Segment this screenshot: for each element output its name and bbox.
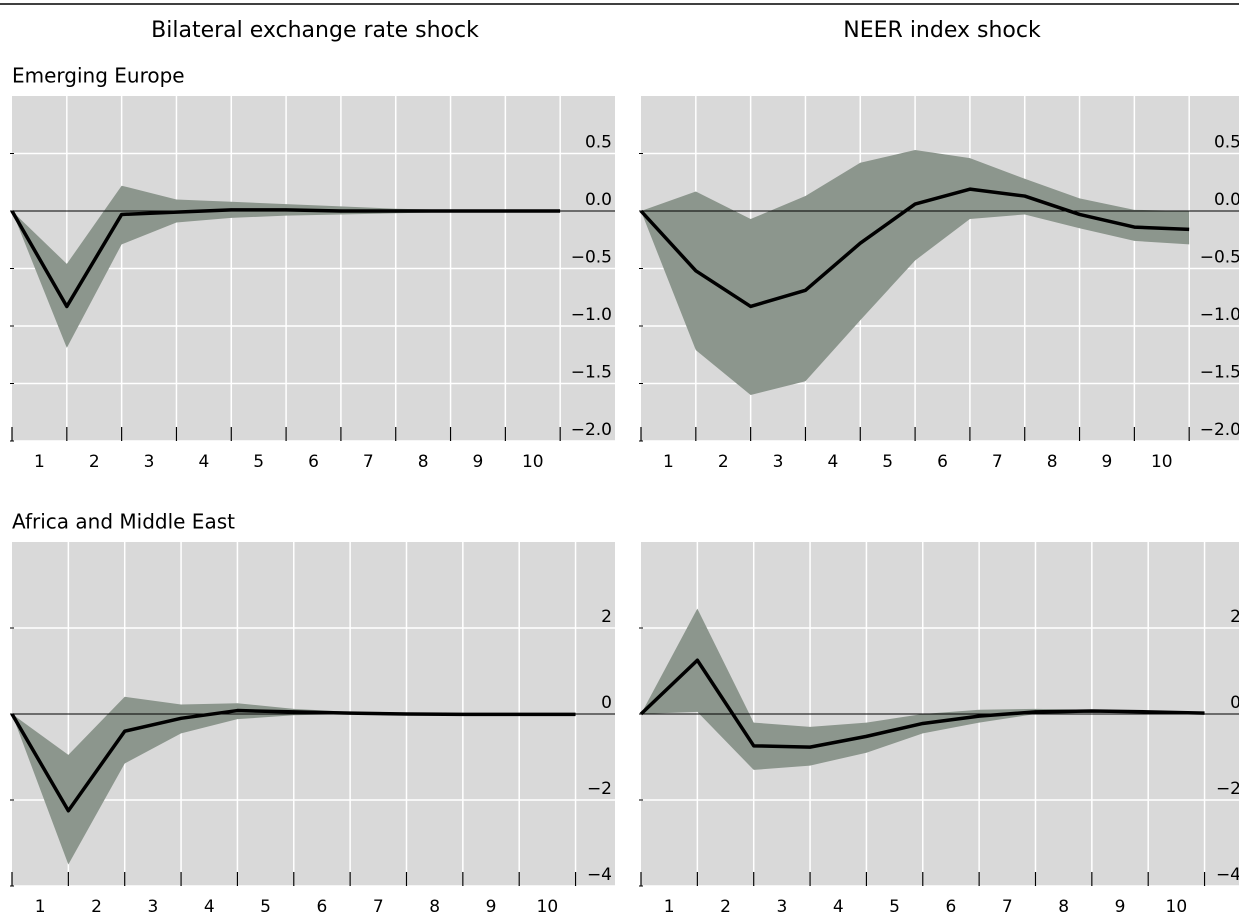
response-line [639, 658, 1205, 749]
confidence-band [12, 696, 576, 865]
x-tick-label: 4 [827, 452, 838, 472]
x-tick-label: 8 [418, 452, 429, 472]
x-tick-label: 2 [91, 897, 102, 916]
x-tick-label: 6 [937, 452, 948, 472]
response-line [10, 208, 561, 309]
x-tick-label: 10 [537, 897, 559, 916]
row-title: Africa and Middle East [12, 510, 235, 534]
y-tick-label: 0.0 [585, 190, 612, 210]
y-tick-label: −0.5 [571, 248, 612, 268]
x-tick-label: 3 [144, 452, 155, 472]
y-tick-label: 0 [1230, 693, 1239, 713]
x-tick-label: 7 [373, 897, 384, 916]
x-tick-label: 3 [773, 452, 784, 472]
x-tick-label: 5 [882, 452, 893, 472]
response-line [639, 187, 1190, 309]
x-tick-label: 10 [1151, 452, 1173, 472]
y-tick-label: 0 [601, 693, 612, 713]
x-tick-label: 8 [1058, 897, 1069, 916]
x-tick-label: 3 [776, 897, 787, 916]
x-tick-label: 6 [946, 897, 957, 916]
y-tick-label: −1.5 [571, 363, 612, 383]
x-tick-label: 9 [1115, 897, 1126, 916]
x-tick-label: 5 [253, 452, 264, 472]
x-tick-label: 1 [35, 897, 46, 916]
x-tick-label: 4 [204, 897, 215, 916]
y-tick-label: −2.0 [571, 420, 612, 440]
y-tick-label: 0.5 [1214, 133, 1239, 153]
y-tick-label: −4 [1216, 865, 1239, 885]
y-tick-label: −1.0 [1200, 305, 1239, 325]
y-tick-label: 0.5 [585, 133, 612, 153]
x-tick-label: 10 [1166, 897, 1188, 916]
x-tick-label: 6 [317, 897, 328, 916]
y-tick-label: −1.5 [1200, 363, 1239, 383]
x-tick-label: 7 [1002, 897, 1013, 916]
x-tick-label: 5 [260, 897, 271, 916]
x-tick-label: 4 [833, 897, 844, 916]
x-tick-label: 1 [664, 897, 675, 916]
x-tick-label: 8 [429, 897, 440, 916]
x-tick-label: 9 [473, 452, 484, 472]
x-tick-label: 9 [1102, 452, 1113, 472]
x-tick-label: 2 [720, 897, 731, 916]
y-tick-label: −0.5 [1200, 248, 1239, 268]
x-tick-label: 3 [147, 897, 158, 916]
confidence-band [641, 608, 1205, 770]
x-tick-label: 9 [486, 897, 497, 916]
x-tick-label: 4 [198, 452, 209, 472]
y-tick-label: −1.0 [571, 305, 612, 325]
y-tick-label: −2.0 [1200, 420, 1239, 440]
y-tick-label: 2 [601, 607, 612, 627]
column-title: Bilateral exchange rate shock [151, 18, 479, 43]
y-tick-label: −2 [587, 779, 612, 799]
confidence-band [12, 185, 561, 348]
x-tick-label: 2 [89, 452, 100, 472]
x-tick-label: 1 [34, 452, 45, 472]
x-tick-label: 8 [1047, 452, 1058, 472]
x-tick-label: 10 [522, 452, 544, 472]
y-tick-label: 2 [1230, 607, 1239, 627]
x-tick-label: 6 [308, 452, 319, 472]
y-tick-label: 0.0 [1214, 190, 1239, 210]
x-tick-label: 5 [889, 897, 900, 916]
x-tick-label: 2 [718, 452, 729, 472]
x-tick-label: 7 [363, 452, 374, 472]
column-title: NEER index shock [843, 18, 1041, 43]
x-tick-label: 7 [992, 452, 1003, 472]
response-line [10, 708, 576, 813]
y-tick-label: −2 [1216, 779, 1239, 799]
row-title: Emerging Europe [12, 64, 185, 88]
x-tick-label: 1 [663, 452, 674, 472]
y-tick-label: −4 [587, 865, 612, 885]
